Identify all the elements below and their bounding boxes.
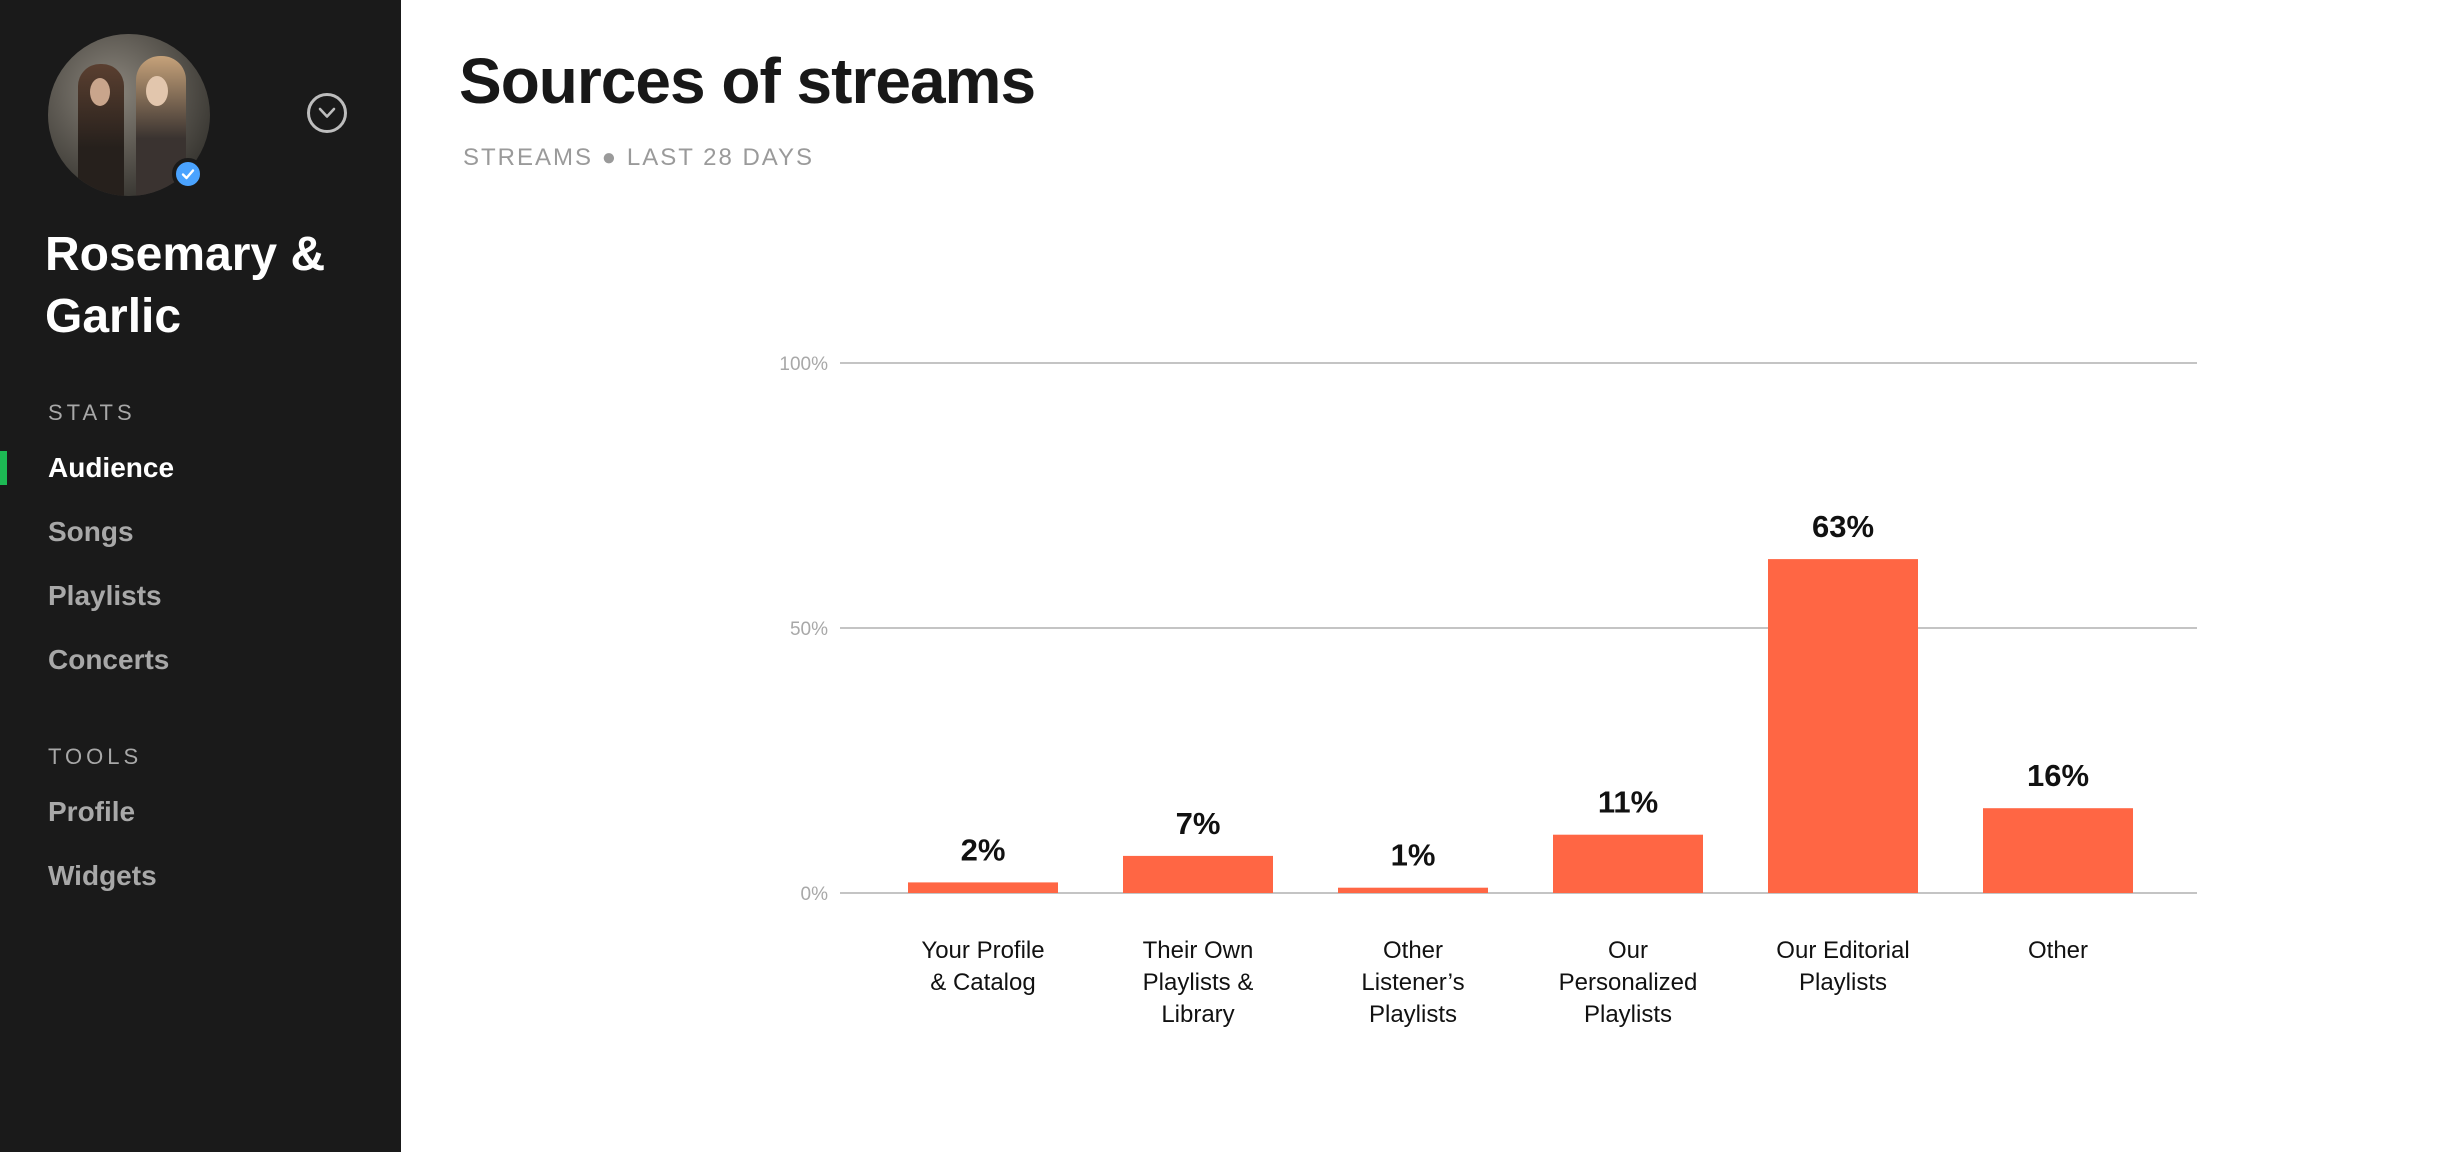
bar-value-label: 16% <box>2027 758 2089 793</box>
bar <box>1768 559 1918 893</box>
nav-item-audience[interactable]: Audience <box>48 452 175 483</box>
bar-value-label: 7% <box>1176 806 1221 841</box>
nav-item-widgets[interactable]: Widgets <box>48 860 157 891</box>
avatar-image <box>48 34 210 196</box>
page-subtitle: STREAMS ● LAST 28 DAYS <box>463 144 815 171</box>
chevron-down-icon <box>318 107 336 118</box>
y-tick-label: 100% <box>779 354 828 375</box>
verified-check-icon <box>172 158 204 190</box>
bar <box>1338 887 1488 893</box>
nav-item-profile[interactable]: Profile <box>48 796 136 827</box>
y-tick-label: 0% <box>801 884 829 905</box>
y-tick-label: 50% <box>790 619 828 640</box>
sources-of-streams-chart: 0% 50% 100% 2% Your Profile & Catalog 7% Their … <box>779 354 2197 1028</box>
bar-value-label: 63% <box>1812 509 1874 544</box>
category-label: Other Listener’s Playlists <box>1361 937 1464 1028</box>
category-label: Our Personalized Playlists <box>1559 937 1698 1028</box>
stats-section-label: STATS <box>48 400 136 425</box>
bar-value-label: 1% <box>1391 838 1436 873</box>
artist-avatar[interactable] <box>48 34 210 196</box>
active-nav-indicator <box>0 451 7 485</box>
tools-section-label: TOOLS <box>48 744 143 769</box>
bar <box>908 882 1058 893</box>
category-label: Your Profile & Catalog <box>921 937 1044 996</box>
artist-name: Rosemary & Garlic <box>45 228 326 343</box>
bar-value-label: 2% <box>961 832 1006 867</box>
page-title: Sources of streams <box>459 45 1036 117</box>
artist-switcher-button[interactable] <box>307 93 347 133</box>
bar <box>1983 808 2133 893</box>
bar-value-label: 11% <box>1598 785 1658 820</box>
bar <box>1553 834 1703 893</box>
category-label: Our Editorial Playlists <box>1776 937 1909 996</box>
sidebar: Rosemary & Garlic STATS Audience Songs P… <box>0 0 401 1152</box>
nav-item-concerts[interactable]: Concerts <box>48 644 170 675</box>
bar <box>1123 855 1273 893</box>
category-label: Other <box>2028 937 2088 964</box>
nav-item-songs[interactable]: Songs <box>48 516 134 547</box>
category-label: Their Own Playlists & Library <box>1143 937 1254 1028</box>
nav-item-playlists[interactable]: Playlists <box>48 580 162 611</box>
